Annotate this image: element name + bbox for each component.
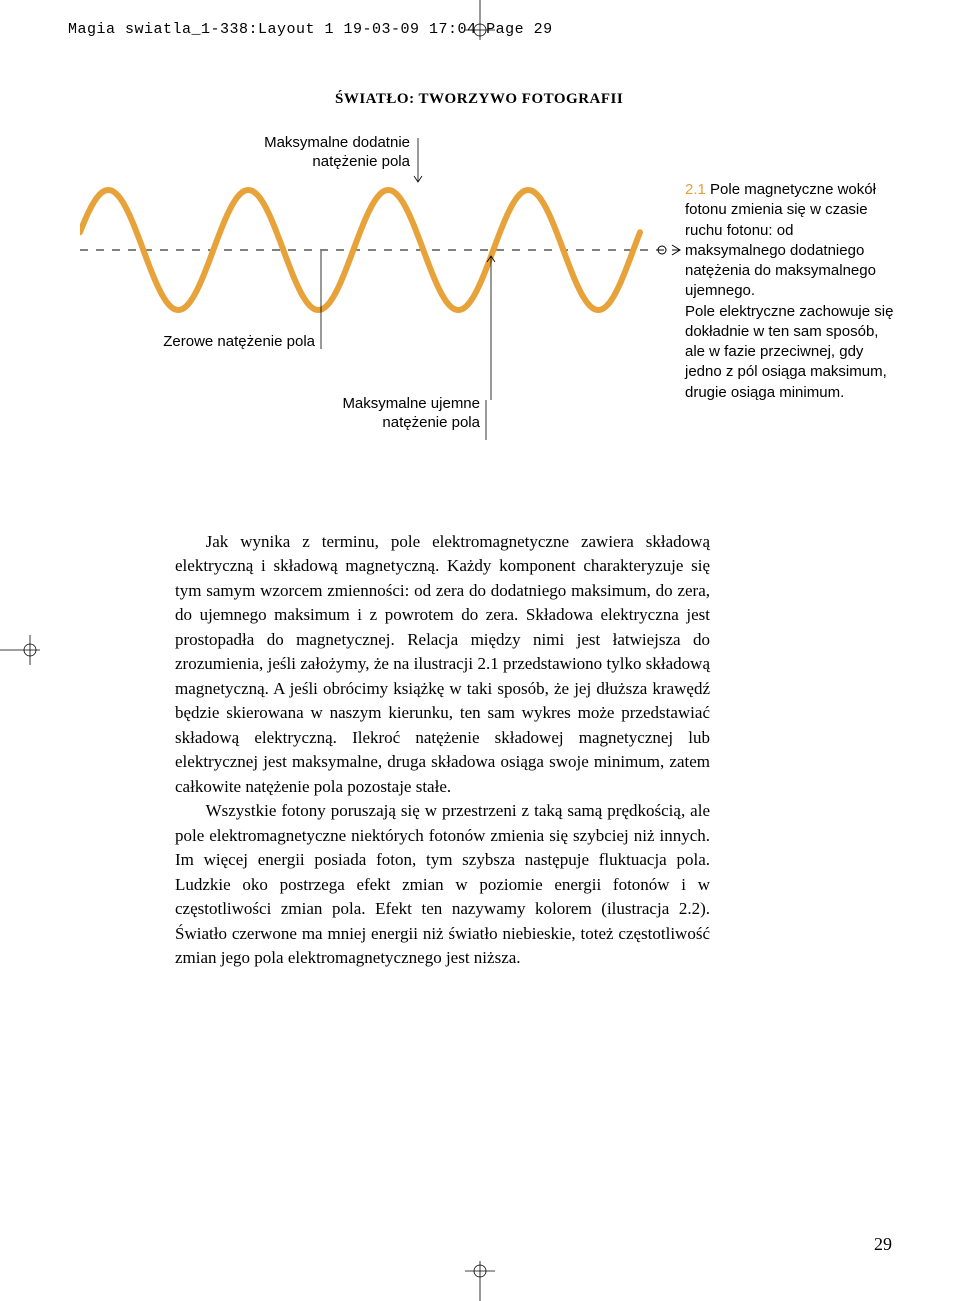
section-title: ŚWIATŁO: TWORZYWO FOTOGRAFII: [335, 91, 623, 108]
page-number: 29: [874, 1234, 892, 1255]
figure-caption: 2.1 Pole magnetyczne wokół fotonu zmieni…: [685, 180, 895, 403]
print-header-slug: Magia swiatla_1-338:Layout 1 19-03-09 17…: [68, 21, 553, 38]
sine-wave: [80, 180, 690, 320]
tick-bottom-label: [482, 400, 490, 440]
tick-zero: [317, 251, 325, 349]
figure-caption-text: Pole magnetyczne wokół fotonu zmienia si…: [685, 181, 893, 401]
figure-2-1: Maksymalne dodatnie natężenie pola Zerow…: [80, 110, 900, 470]
arrow-bottom: [485, 250, 497, 400]
body-text: Jak wynika z terminu, pole elektromagnet…: [175, 530, 710, 970]
figure-number: 2.1: [685, 181, 706, 198]
label-max-positive: Maksymalne dodatnie natężenie pola: [210, 134, 410, 172]
crop-mark-bottom: [455, 1241, 505, 1301]
paragraph-2: Wszystkie fotony poruszają się w przestr…: [175, 799, 710, 970]
label-max-negative: Maksymalne ujemne natężenie pola: [280, 395, 480, 433]
paragraph-1: Jak wynika z terminu, pole elektromagnet…: [175, 530, 710, 799]
crop-mark-left: [0, 625, 60, 675]
label-zero: Zerowe natężenie pola: [140, 333, 315, 352]
